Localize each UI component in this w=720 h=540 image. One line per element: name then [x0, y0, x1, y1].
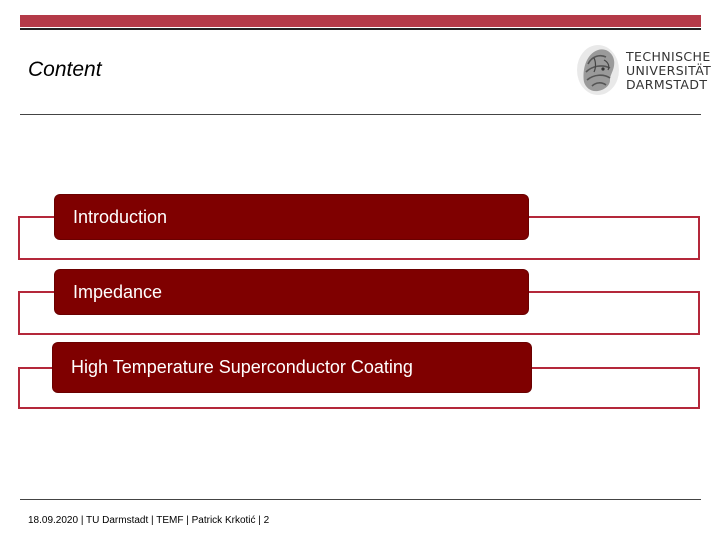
- agenda-item-introduction[interactable]: Introduction: [55, 195, 528, 239]
- agenda-item-hts-coating[interactable]: High Temperature Superconductor Coating: [53, 343, 531, 392]
- slide-title: Content: [28, 58, 102, 81]
- logo-line-2: UNIVERSITÄT: [626, 63, 712, 78]
- athena-seal-icon: [577, 45, 619, 95]
- logo-line-1: TECHNISCHE: [626, 49, 711, 64]
- logo-wordmark: TECHNISCHE UNIVERSITÄT DARMSTADT: [626, 50, 711, 92]
- header-top-rule: [20, 28, 701, 30]
- agenda-item-label: Introduction: [73, 206, 168, 227]
- header-accent-bar: [20, 15, 701, 27]
- agenda-item-impedance[interactable]: Impedance: [55, 270, 528, 314]
- agenda-item-label: Impedance: [73, 281, 163, 302]
- footer-divider: [20, 499, 701, 500]
- university-logo: TECHNISCHE UNIVERSITÄT DARMSTADT: [566, 40, 711, 102]
- logo-line-3: DARMSTADT: [626, 77, 708, 92]
- header-divider: [20, 114, 701, 115]
- agenda-item-label: High Temperature Superconductor Coating: [71, 357, 413, 377]
- slide-footer: 18.09.2020 | TU Darmstadt | TEMF | Patri…: [28, 515, 270, 526]
